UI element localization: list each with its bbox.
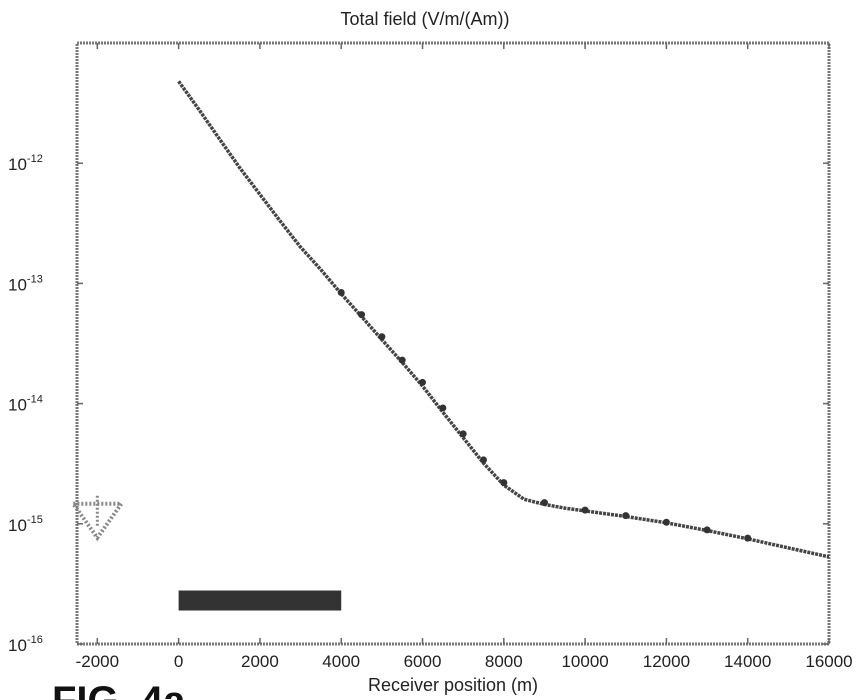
- x-tick-label: 16000: [805, 652, 852, 671]
- x-tick-label: 4000: [322, 652, 360, 671]
- data-point: [439, 404, 446, 411]
- chart-title: Total field (V/m/(Am)): [340, 9, 509, 29]
- x-tick-label: 14000: [724, 652, 771, 671]
- x-tick-label: 2000: [241, 652, 279, 671]
- data-point: [744, 535, 751, 542]
- data-point: [500, 479, 507, 486]
- data-point: [480, 456, 487, 463]
- data-point: [378, 333, 385, 340]
- source-bar: [179, 591, 342, 611]
- data-point: [419, 379, 426, 386]
- x-axis: -2000 0 2000 4000 6000 8000 10000 12000 14000 160…: [76, 43, 853, 671]
- x-tick-label: 0: [174, 652, 183, 671]
- data-point: [460, 430, 467, 437]
- data-point: [338, 289, 345, 296]
- axes-frame: [77, 43, 829, 644]
- figure-label: FIG. 4a: [52, 679, 186, 700]
- plot-area: [179, 81, 829, 557]
- x-tick-label: 6000: [404, 652, 442, 671]
- x-tick-label: 10000: [561, 652, 608, 671]
- y-tick-label: 10-16: [8, 634, 43, 655]
- data-point: [622, 512, 629, 519]
- y-axis: 10-16 10-15 10-14 10-13 10-12: [8, 153, 829, 655]
- data-point: [541, 499, 548, 506]
- y-tick-label: 10-15: [8, 514, 43, 535]
- data-point: [582, 507, 589, 514]
- data-point: [663, 519, 670, 526]
- y-tick-label: 10-14: [8, 394, 43, 415]
- y-tick-label: 10-12: [8, 153, 43, 174]
- x-axis-label: Receiver position (m): [368, 675, 538, 695]
- x-tick-label: 8000: [485, 652, 523, 671]
- annotations: [73, 496, 341, 611]
- data-point: [704, 526, 711, 533]
- x-tick-label: -2000: [76, 652, 119, 671]
- data-point: [399, 357, 406, 364]
- x-tick-label: 12000: [643, 652, 690, 671]
- y-tick-label: 10-13: [8, 273, 43, 294]
- data-point: [358, 311, 365, 318]
